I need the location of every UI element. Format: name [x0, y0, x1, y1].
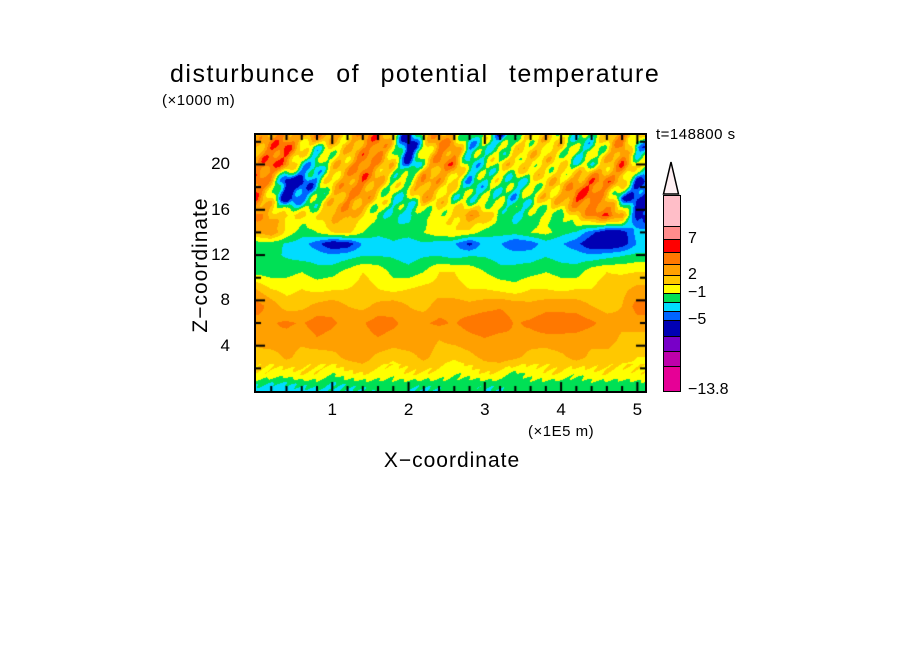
x-axis-tick-label: 1 — [327, 400, 337, 419]
z-axis-tick-label: 4 — [220, 335, 230, 355]
x-axis-tick-label: 5 — [632, 400, 643, 419]
colorbar-label: −1 — [688, 284, 707, 301]
time-label: t=148800 s — [656, 126, 736, 143]
colorbar-segment — [664, 321, 680, 337]
x-axis-tick-label: 3 — [480, 400, 490, 419]
colorbar-label: −13.8 — [688, 381, 729, 398]
x-axis-unit-label: (×1E5 m) — [528, 423, 595, 440]
x-axis-title: X−coordinate — [383, 449, 521, 472]
colorbar-segment — [664, 303, 680, 312]
colorbar-segment — [664, 253, 680, 265]
colorbar-label: 7 — [688, 230, 697, 247]
z-axis-tick-label: 8 — [220, 290, 230, 310]
plot-area — [254, 133, 647, 393]
colorbar-segment — [664, 352, 680, 367]
colorbar-arrow-icon — [662, 161, 680, 195]
x-axis-tick-label: 4 — [556, 400, 566, 419]
z-axis-tick-label: 20 — [211, 154, 230, 174]
colorbar-segment — [664, 227, 680, 240]
colorbar-segment — [664, 294, 680, 303]
colorbar-segment — [664, 367, 680, 391]
colorbar-segment — [664, 196, 680, 227]
colorbar-segment — [664, 312, 680, 321]
colorbar — [663, 195, 681, 392]
colorbar-segment — [664, 285, 680, 294]
z-axis-tick-label: 12 — [211, 245, 230, 265]
x-axis-tick-label: 2 — [403, 400, 414, 419]
colorbar-segment — [664, 265, 680, 276]
colorbar-segment — [664, 240, 680, 253]
colorbar-label: −5 — [688, 311, 707, 328]
plot-title: disturbunce of potential temperature — [170, 60, 661, 88]
heatmap-canvas — [256, 135, 645, 391]
colorbar-label: 2 — [688, 266, 697, 283]
z-axis-tick-label: 16 — [211, 199, 230, 219]
z-axis-unit-label: (×1000 m) — [162, 92, 236, 109]
colorbar-segment — [664, 276, 680, 285]
colorbar-segment — [664, 337, 680, 352]
